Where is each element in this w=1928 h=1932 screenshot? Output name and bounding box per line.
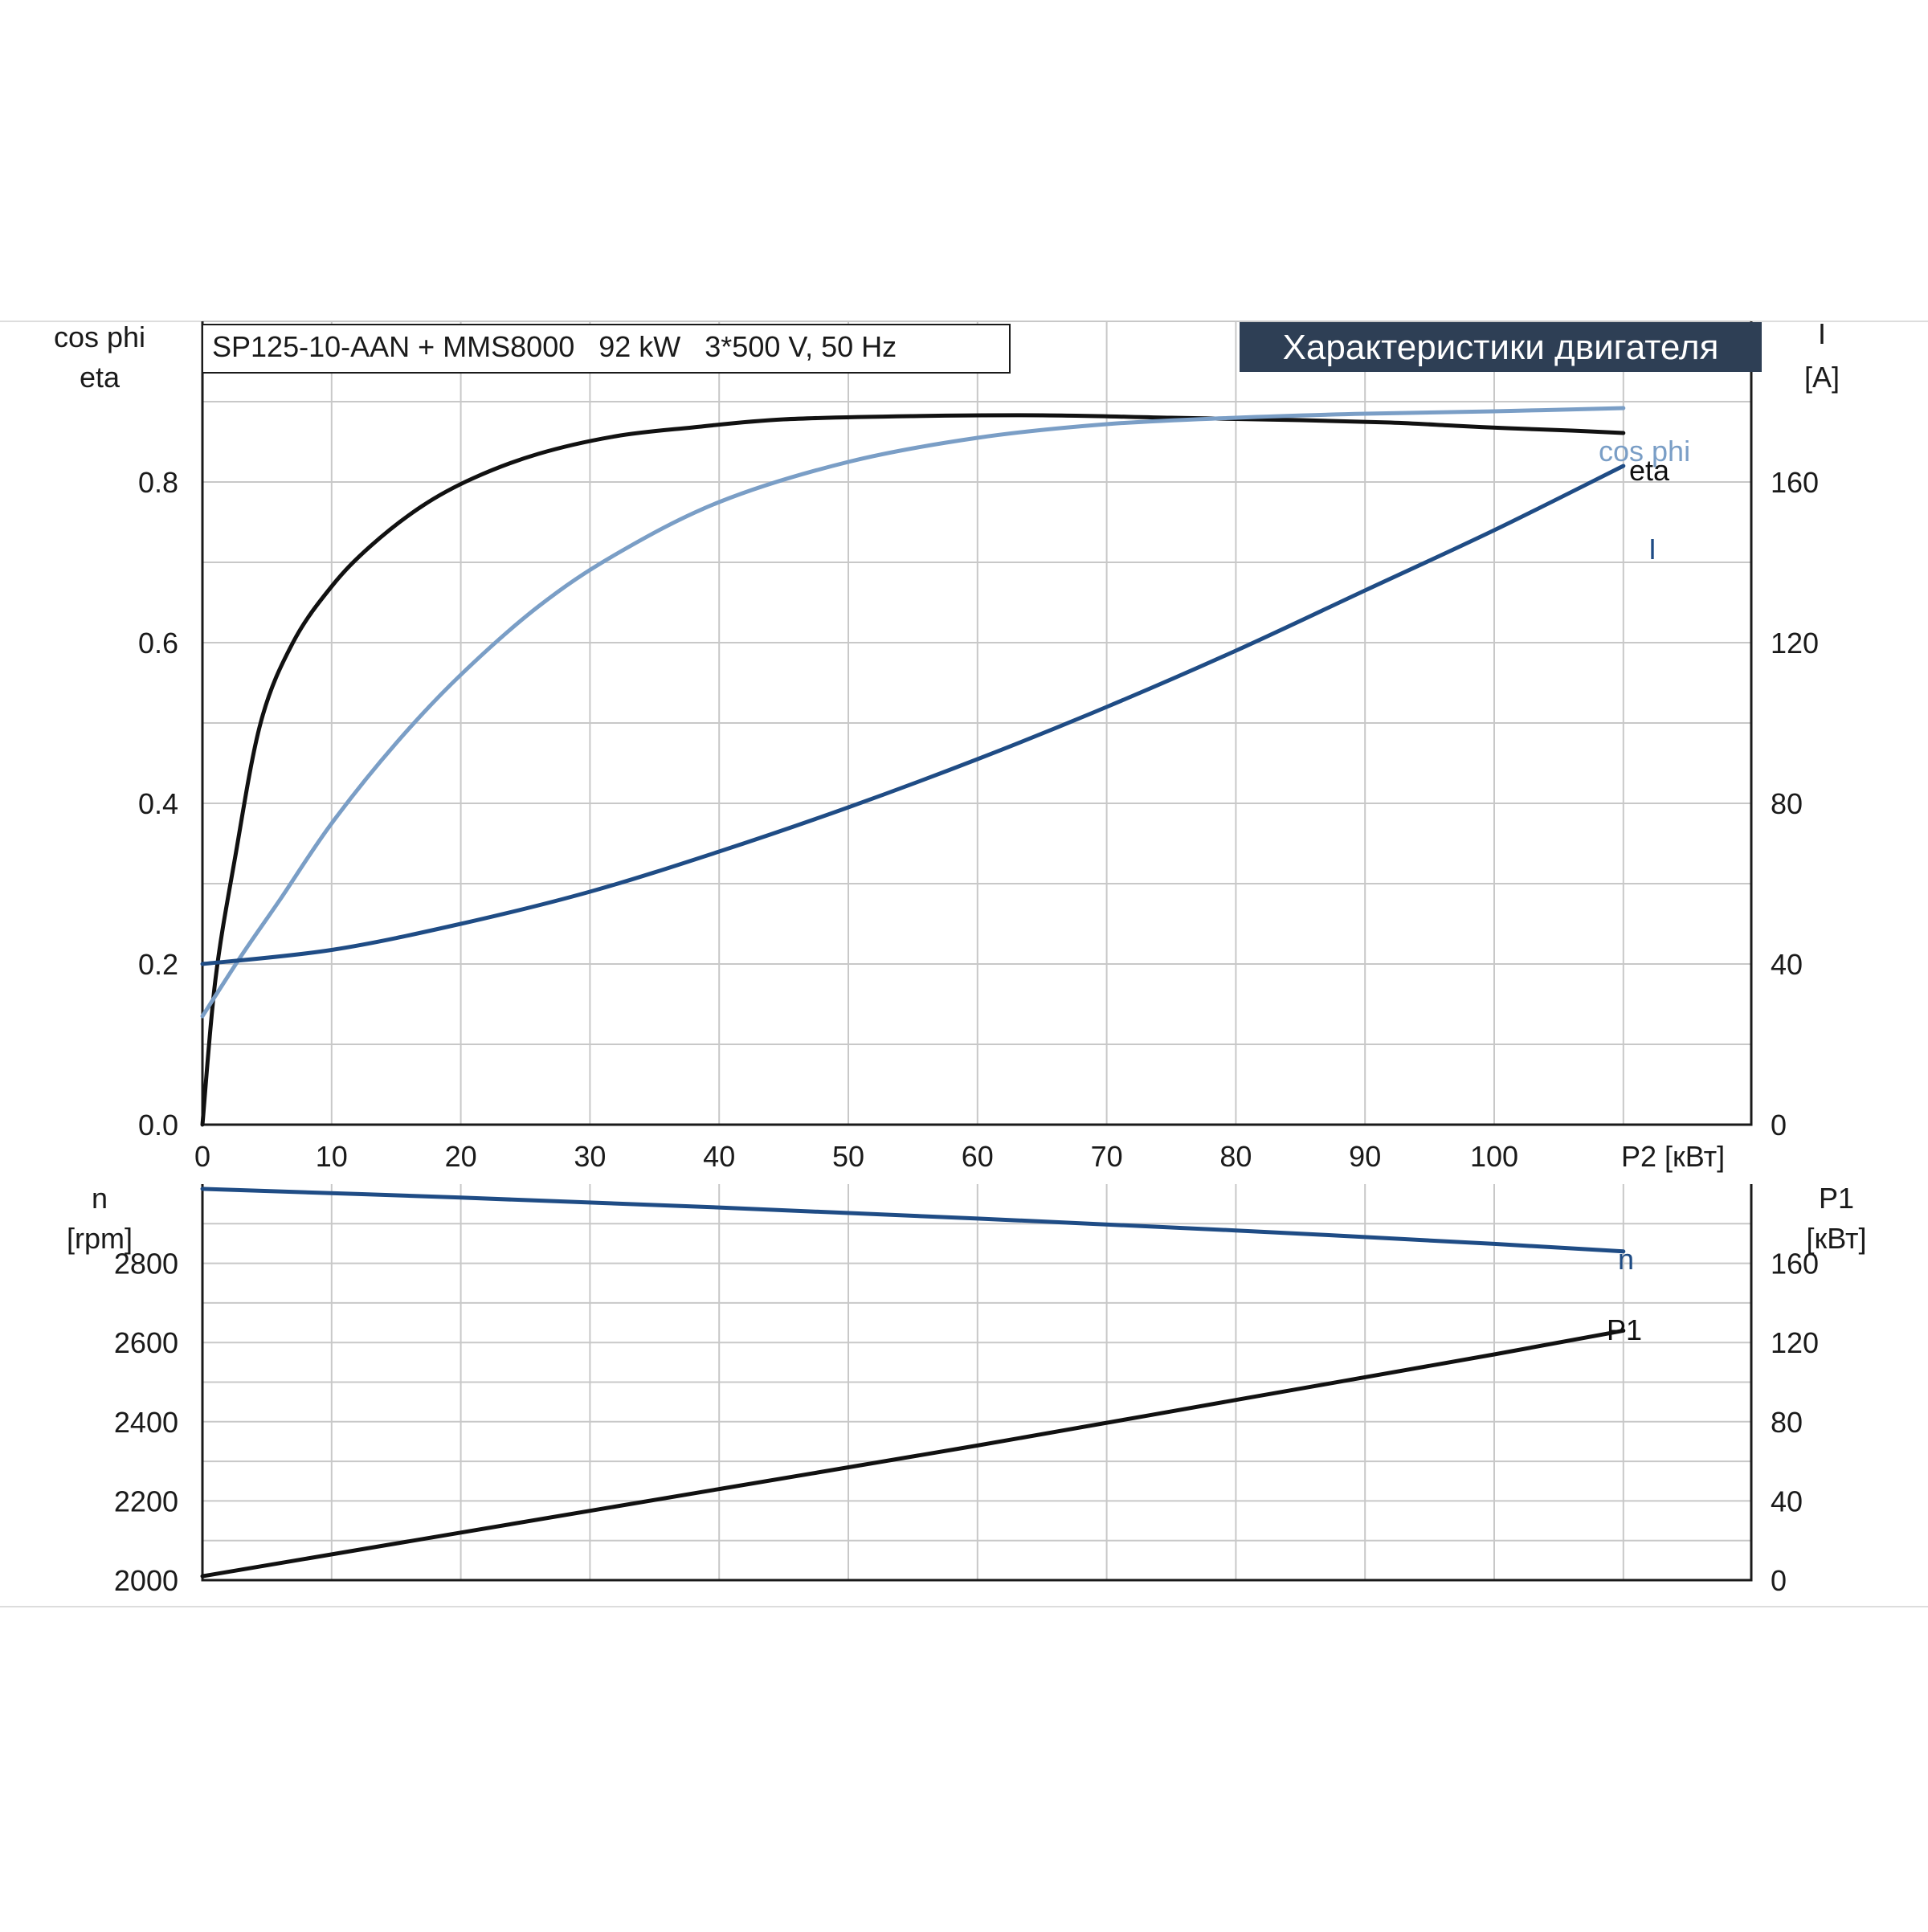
x-tick-label: 40 [703, 1140, 735, 1173]
p1-tick-label: 40 [1771, 1485, 1803, 1517]
tick-labels: 0 10 20 30 40 50 60 70 80 90 100 0.0 0.2 0.4 0.6 0.8 0 40… [114, 466, 1819, 1597]
header-title: Характеристики двигателя [1283, 328, 1719, 367]
series-label-cos-phi: cos phi [1599, 435, 1690, 468]
n-tick-label: 2000 [114, 1564, 178, 1597]
y-right-tick-label: 120 [1771, 627, 1819, 660]
p1-axis-title-line2: [кВт] [1806, 1222, 1866, 1255]
y-right-tick-label: 80 [1771, 787, 1803, 820]
y-left-tick-label: 0.0 [138, 1109, 178, 1142]
y-left-title-line2: eta [80, 361, 120, 394]
x-tick-label: 10 [316, 1140, 348, 1173]
top-plot-grid [202, 321, 1751, 1125]
series-label-n: n [1618, 1243, 1634, 1276]
n-axis-title-line1: n [92, 1182, 108, 1215]
y-left-tick-label: 0.2 [138, 948, 178, 981]
y-left-title-line1: cos phi [54, 321, 145, 353]
x-tick-label: 30 [574, 1140, 606, 1173]
y-right-tick-label: 0 [1771, 1109, 1787, 1142]
y-left-tick-label: 0.4 [138, 787, 178, 820]
series-lines [200, 406, 1626, 1579]
x-tick-label: 70 [1091, 1140, 1123, 1173]
model-label: SP125-10-AAN + MMS8000 92 kW 3*500 V, 50… [212, 330, 897, 363]
p1-tick-label: 0 [1771, 1564, 1787, 1597]
x-tick-label: 60 [962, 1140, 994, 1173]
y-right-title-line1: I [1818, 317, 1826, 350]
y-right-tick-label: 40 [1771, 948, 1803, 981]
y-left-tick-label: 0.6 [138, 627, 178, 660]
y-left-tick-label: 0.8 [138, 466, 178, 499]
y-right-title-line2: [A] [1804, 361, 1840, 394]
x-tick-label: 80 [1219, 1140, 1252, 1173]
n-tick-label: 2800 [114, 1248, 178, 1281]
y-right-tick-label: 160 [1771, 466, 1819, 499]
series-line-cos-phi [200, 406, 1626, 1019]
n-axis-title-line2: [rpm] [67, 1222, 133, 1255]
series-label-I: I [1648, 533, 1656, 566]
series-line-n [200, 1187, 1626, 1254]
header-title-box [1240, 322, 1762, 372]
x-tick-label: 20 [445, 1140, 477, 1173]
series-label-eta: eta [1629, 454, 1670, 487]
x-axis-title: P2 [кВт] [1621, 1140, 1725, 1173]
series-label-P1: P1 [1607, 1313, 1642, 1346]
n-tick-label: 2400 [114, 1406, 178, 1439]
series-line-eta [200, 413, 1626, 1127]
bottom-plot-frame [201, 1184, 1753, 1582]
p1-tick-label: 160 [1771, 1248, 1819, 1281]
p1-tick-label: 80 [1771, 1406, 1803, 1439]
series-line-P1 [200, 1328, 1626, 1579]
model-label-box [202, 324, 1011, 374]
n-tick-label: 2600 [114, 1326, 178, 1359]
n-tick-label: 2200 [114, 1485, 178, 1517]
x-tick-label: 0 [194, 1140, 210, 1173]
series-line-I [200, 464, 1626, 966]
x-tick-label: 90 [1349, 1140, 1381, 1173]
p1-tick-label: 120 [1771, 1326, 1819, 1359]
x-tick-label: 100 [1470, 1140, 1518, 1173]
x-tick-label: 50 [832, 1140, 864, 1173]
p1-axis-title-line1: P1 [1819, 1182, 1854, 1215]
top-plot-frame [201, 321, 1753, 1126]
